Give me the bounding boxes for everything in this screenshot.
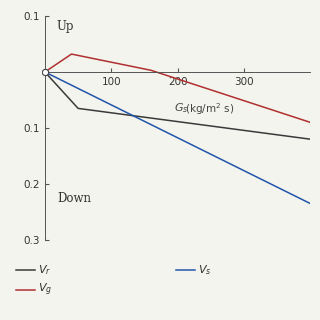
Text: $V_s$: $V_s$	[198, 263, 212, 277]
Text: $V_g$: $V_g$	[38, 281, 52, 298]
Text: $V_r$: $V_r$	[38, 263, 52, 277]
Text: (kg/m$^2$ s): (kg/m$^2$ s)	[182, 101, 235, 117]
Text: $G_s$: $G_s$	[174, 101, 189, 115]
Text: Up: Up	[57, 20, 74, 33]
Text: Down: Down	[57, 192, 91, 205]
